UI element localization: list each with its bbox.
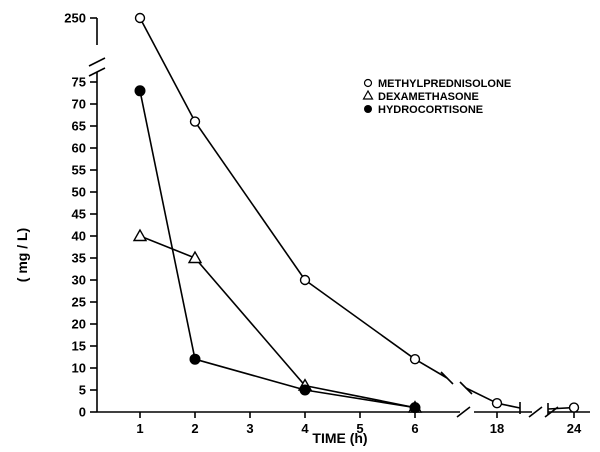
data-point [187, 250, 203, 264]
data-point [189, 353, 201, 365]
legend-marker [364, 105, 372, 113]
data-point [134, 85, 146, 97]
x-tick-label: 6 [411, 421, 418, 436]
legend-label: HYDROCORTISONE [378, 104, 483, 116]
series-line-segment [139, 235, 196, 259]
series-break-mark [440, 371, 454, 385]
y-axis-break-mark [88, 67, 106, 77]
y-tick-label: 65 [72, 119, 86, 134]
y-tick-label: 5 [79, 383, 86, 398]
series-line-segment [465, 387, 498, 404]
y-tick-label: 30 [72, 273, 86, 288]
y-tick-label: 35 [72, 251, 86, 266]
legend-marker [363, 78, 373, 88]
series-line-segment [414, 358, 448, 379]
series-break-mark [459, 381, 473, 395]
y-axis-title: ( mg / L) [14, 228, 30, 282]
data-point [189, 116, 201, 127]
x-tick-label: 3 [246, 421, 253, 436]
y-tick-label: 250 [64, 11, 86, 26]
data-point [134, 12, 146, 24]
data-point [132, 228, 148, 242]
x-tick-label: 4 [301, 421, 309, 436]
series-line-segment [194, 257, 306, 387]
x-tick-label: 18 [490, 421, 504, 436]
legend-label: METHYLPREDNISOLONE [378, 78, 511, 90]
data-point [299, 274, 311, 286]
x-tick-label: 24 [567, 421, 582, 436]
series-line-segment [304, 389, 416, 409]
y-tick-label: 55 [72, 163, 86, 178]
x-tick-label: 2 [191, 421, 198, 436]
legend-label: DEXAMETHASONE [378, 91, 479, 103]
y-tick-label: 45 [72, 207, 86, 222]
x-tick-label: 5 [356, 421, 363, 436]
x-axis-break-mark [456, 406, 471, 418]
y-tick-label: 40 [72, 229, 86, 244]
y-tick-label: 70 [72, 97, 86, 112]
data-point [409, 354, 421, 365]
x-axis-title: TIME (h) [312, 430, 367, 446]
data-point [568, 402, 580, 413]
y-tick-label: 25 [72, 295, 86, 310]
y-tick-label: 10 [72, 361, 86, 376]
y-axis-break-mark [88, 57, 106, 67]
series-line-segment [139, 17, 196, 122]
x-axis-break-mark [528, 406, 543, 418]
y-tick-label: 50 [72, 185, 86, 200]
data-point [491, 398, 503, 409]
data-point [299, 384, 311, 396]
y-tick-label: 75 [72, 75, 86, 90]
series-line-segment [194, 121, 306, 281]
series-line-segment [194, 358, 306, 391]
series-line-segment [304, 279, 416, 360]
y-tick-label: 20 [72, 317, 86, 332]
y-tick-label: 60 [72, 141, 86, 156]
x-tick-label: 1 [136, 421, 143, 436]
y-tick-label: 0 [79, 405, 86, 420]
y-tick-label: 15 [72, 339, 86, 354]
series-line-segment [139, 90, 196, 360]
legend-marker [362, 89, 374, 100]
data-point [409, 402, 421, 414]
